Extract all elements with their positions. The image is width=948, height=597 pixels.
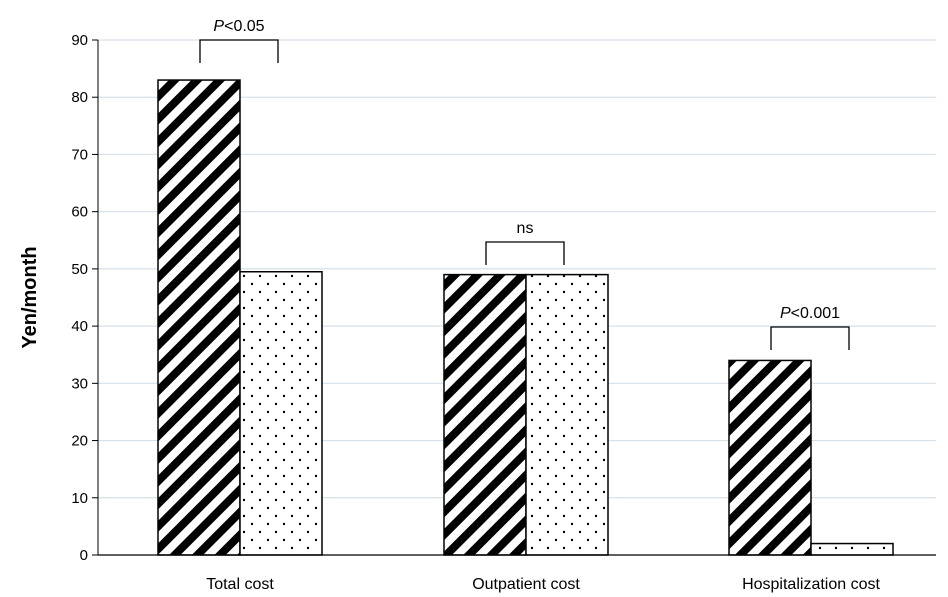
labels: 0 10 20 30 40 50 60 70 80 90 Yen/month Total cost Ou… xyxy=(19,32,880,593)
significance-bracket xyxy=(485,241,565,265)
y-tick-label: 60 xyxy=(71,204,88,221)
y-tick-label: 90 xyxy=(71,32,88,49)
x-tick-label: Hospitalization cost xyxy=(742,576,880,593)
bar xyxy=(728,359,812,556)
bar xyxy=(525,273,609,556)
significance-label: P<0.001 xyxy=(780,305,840,322)
axes xyxy=(92,39,936,556)
significance-bracket xyxy=(199,39,279,63)
y-axis-label: Yen/month xyxy=(19,246,41,348)
y-tick-label: 40 xyxy=(71,318,88,335)
significance-label: ns xyxy=(517,220,534,237)
significance-annotations: P<0.05 ns P<0.001 xyxy=(199,18,850,350)
significance-label: P<0.05 xyxy=(213,18,264,35)
y-tick-label: 50 xyxy=(71,261,88,278)
bar xyxy=(157,79,241,556)
significance-bracket xyxy=(770,326,850,350)
bar xyxy=(443,273,527,556)
bar xyxy=(239,271,323,556)
y-tick-label: 70 xyxy=(71,146,88,163)
x-tick-label: Outpatient cost xyxy=(472,576,580,593)
y-tick-label: 80 xyxy=(71,89,88,106)
y-tick-label: 0 xyxy=(80,547,88,564)
y-tick-label: 10 xyxy=(71,490,88,507)
bar xyxy=(810,542,894,556)
y-tick-label: 30 xyxy=(71,375,88,392)
x-tick-label: Total cost xyxy=(206,576,274,593)
bars xyxy=(157,79,894,556)
y-tick-label: 20 xyxy=(71,433,88,450)
